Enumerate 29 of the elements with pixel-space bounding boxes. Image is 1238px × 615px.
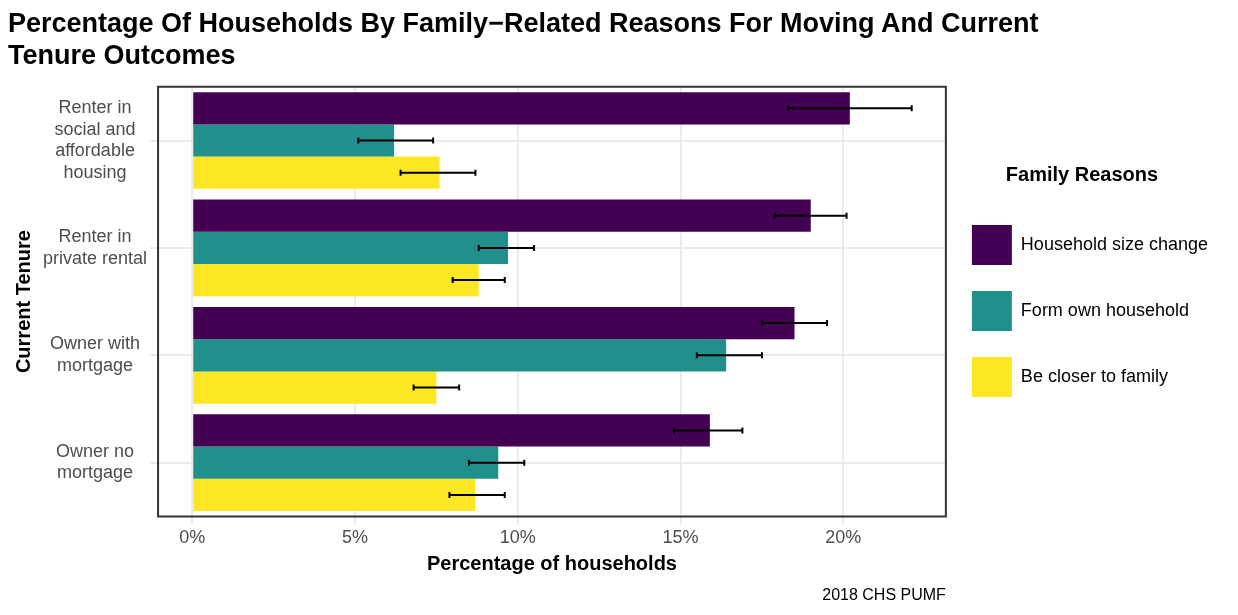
y-tick-label: Owner no mortgage xyxy=(56,440,135,483)
bar xyxy=(193,92,850,125)
legend-label: Be closer to family xyxy=(1020,365,1168,386)
text: 2018 CHS PUMF xyxy=(822,586,947,604)
legend-label: Form own household xyxy=(1020,299,1189,320)
legend-title: Family Reasons xyxy=(1005,162,1159,185)
bar xyxy=(193,199,811,232)
bar xyxy=(193,414,710,447)
bar xyxy=(193,446,499,479)
bar xyxy=(193,478,476,512)
y-tick-label: Renter in private rental xyxy=(43,226,148,268)
x-tick-label: 10% xyxy=(499,527,536,548)
x-tick-label: 15% xyxy=(662,527,699,548)
bar xyxy=(193,231,509,265)
bar xyxy=(193,306,795,340)
x-tick-label: 0% xyxy=(179,527,206,548)
legend-label: Household size change xyxy=(1020,233,1209,254)
x-tick-label: 5% xyxy=(342,527,369,548)
x-axis-title: Percentage of households xyxy=(426,551,677,574)
chart-title: Percentage Of Households By Family−Related Reasons For Moving And Current Tenure Outcomes xyxy=(8,7,1039,71)
bar xyxy=(193,264,479,297)
bar xyxy=(193,124,395,157)
y-tick-label: Owner with mortgage xyxy=(50,333,141,376)
y-axis-title: Current Tenure xyxy=(11,230,34,374)
x-tick-label: 20% xyxy=(825,527,862,548)
y-tick-label: Renter in social and affordable housing xyxy=(54,97,136,182)
bar xyxy=(193,339,727,372)
bar xyxy=(193,156,440,189)
bar xyxy=(193,371,437,404)
